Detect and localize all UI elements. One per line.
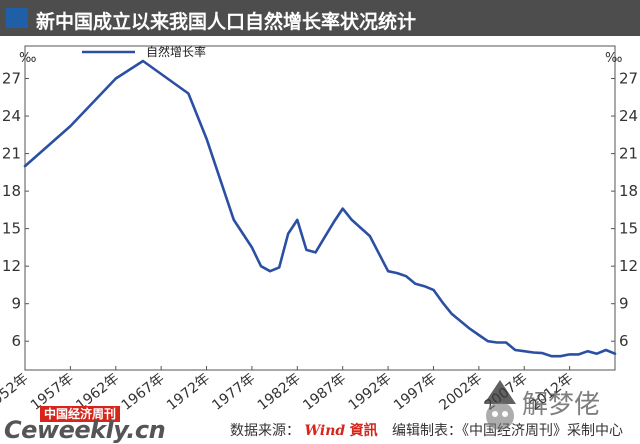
- compiler-credit: 编辑制表：《中国经济周刊》采制中心: [392, 423, 623, 439]
- wind-logo-latin: Wind: [304, 423, 346, 439]
- wind-logo-cn: 資訊: [349, 423, 378, 439]
- y-tick-label-left: 21: [2, 145, 21, 163]
- watermark-mascot-icon: [484, 380, 516, 430]
- y-axis-left: 6 9 12 15 18 21 24 27: [2, 70, 29, 350]
- chart-title: 新中国成立以来我国人口自然增长率状况统计: [36, 11, 417, 33]
- y-tick-label-left: 6: [11, 332, 21, 350]
- y-tick-label-right: 12: [619, 257, 638, 275]
- watermark: 解梦佬: [470, 378, 640, 438]
- y-tick-label-right: 15: [619, 220, 638, 238]
- y-tick-label-right: 21: [619, 145, 638, 163]
- brand-logo-cn: 中国经济周刊: [40, 406, 121, 422]
- y-tick-label-left: 12: [2, 257, 21, 275]
- y-tick-label-right: 9: [619, 295, 629, 313]
- data-source: 数据来源： Wind 資訊: [230, 420, 378, 440]
- brand-logo-en: Ceweekly.cn: [4, 416, 166, 444]
- y-tick-label-right: 24: [619, 107, 638, 125]
- y-tick-label-right: 27: [619, 70, 638, 88]
- title-bar: 新中国成立以来我国人口自然增长率状况统计: [0, 0, 640, 36]
- series-layer: [23, 59, 617, 358]
- legend-label: 自然增长率: [146, 44, 206, 59]
- y-unit-left: ‰: [19, 51, 36, 66]
- watermark-text: 解梦佬: [522, 390, 601, 420]
- y-tick-label-left: 9: [11, 295, 21, 313]
- y-tick-label-left: 18: [2, 182, 21, 200]
- source-label: 数据来源：: [230, 423, 300, 439]
- y-axis-right: 6 9 12 15 18 21 24 27: [611, 70, 638, 350]
- plot-frame: [24, 45, 616, 371]
- y-tick-label-left: 27: [2, 70, 21, 88]
- y-tick-label-right: 18: [619, 182, 638, 200]
- y-tick-label-right: 6: [619, 332, 629, 350]
- title-accent-block: [6, 8, 28, 28]
- series-line-natural-growth: [23, 59, 617, 358]
- y-tick-label-left: 24: [2, 107, 21, 125]
- footer: 中国经济周刊 Ceweekly.cn 数据来源： Wind 資訊 编辑制表：《中…: [0, 406, 640, 444]
- y-tick-label-left: 15: [2, 220, 21, 238]
- y-unit-right: ‰: [605, 51, 622, 66]
- legend: 自然增长率: [82, 44, 206, 59]
- plot-border: [24, 45, 616, 371]
